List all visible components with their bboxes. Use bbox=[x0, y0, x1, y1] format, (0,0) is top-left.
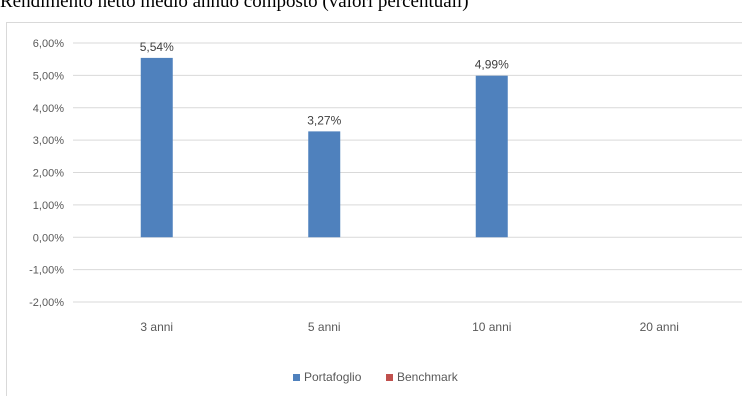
legend-label: Portafoglio bbox=[304, 370, 362, 384]
legend-swatch-1 bbox=[386, 374, 393, 381]
x-tick-label: 20 anni bbox=[640, 320, 679, 334]
bar-portafoglio-1 bbox=[308, 131, 341, 238]
y-tick-label: 3,00% bbox=[33, 135, 64, 147]
chart-area: 6,00% 5,00% 4,00% 3,00% 2,00% 1,00% 0,00% -1,00… bbox=[6, 22, 742, 396]
bar-portafoglio-2 bbox=[475, 75, 508, 238]
x-tick-label: 5 anni bbox=[308, 320, 341, 334]
x-tick-label: 10 anni bbox=[472, 320, 511, 334]
y-tick-label: -2,00% bbox=[29, 297, 64, 309]
data-label: 3,27% bbox=[307, 113, 341, 127]
gridlines bbox=[73, 42, 742, 303]
y-tick-label: 4,00% bbox=[33, 103, 64, 115]
data-label: 5,54% bbox=[140, 40, 174, 54]
legend-swatch-0 bbox=[293, 374, 300, 381]
x-axis-ticks: 3 anni 5 anni 10 anni 20 anni bbox=[140, 320, 679, 334]
x-tick-label: 3 anni bbox=[140, 320, 173, 334]
data-label: 4,99% bbox=[475, 58, 509, 72]
y-tick-label: -1,00% bbox=[29, 265, 64, 277]
y-tick-label: 5,00% bbox=[33, 70, 64, 82]
bar-portafoglio-0 bbox=[140, 57, 173, 238]
bars bbox=[140, 57, 508, 238]
y-tick-label: 6,00% bbox=[33, 38, 64, 50]
chart-title: Rendimento netto medio annuo composto (v… bbox=[0, 0, 469, 12]
y-axis-ticks: 6,00% 5,00% 4,00% 3,00% 2,00% 1,00% 0,00% -1,00… bbox=[29, 38, 64, 309]
y-tick-label: 0,00% bbox=[33, 232, 64, 244]
y-tick-label: 2,00% bbox=[33, 168, 64, 180]
legend-label: Benchmark bbox=[397, 370, 459, 384]
data-labels: 5,54% 3,27% 4,99% bbox=[140, 40, 509, 127]
y-tick-label: 1,00% bbox=[33, 200, 64, 212]
bar-chart: 6,00% 5,00% 4,00% 3,00% 2,00% 1,00% 0,00% -1,00… bbox=[29, 38, 742, 384]
legend: Portafoglio Benchmark bbox=[293, 370, 459, 384]
